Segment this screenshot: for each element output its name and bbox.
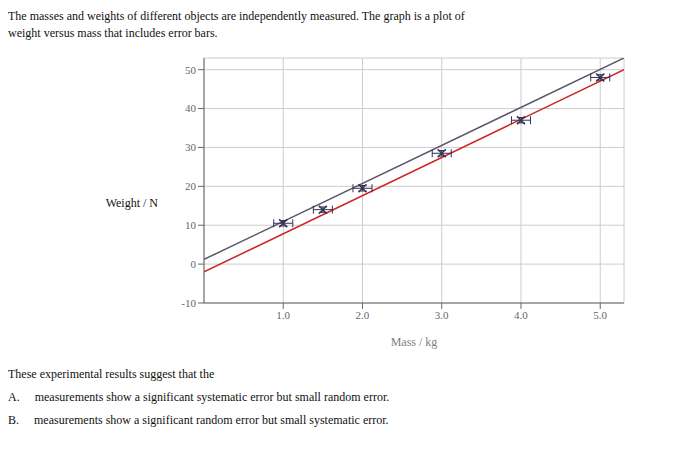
svg-text:2.0: 2.0 — [356, 309, 370, 321]
svg-text:Mass / kg: Mass / kg — [391, 335, 438, 349]
svg-text:0: 0 — [191, 258, 197, 270]
html-text:weight versus mass that includ: weight versus mass that includes error b… — [8, 26, 218, 40]
html-text:The masses and weights of diff: The masses and weights of different obje… — [8, 9, 465, 23]
html-text:A. measurements show a signifi: A. measurements show a significant syste… — [8, 390, 390, 404]
svg-text:50: 50 — [185, 64, 197, 76]
svg-text:4.0: 4.0 — [514, 309, 528, 321]
svg-text:-10: -10 — [181, 297, 196, 309]
html-text:Weight / N: Weight / N — [105, 195, 158, 210]
svg-text:3.0: 3.0 — [435, 309, 449, 321]
svg-text:20: 20 — [185, 180, 197, 192]
svg-text:30: 30 — [185, 141, 197, 153]
svg-text:5.0: 5.0 — [593, 309, 607, 321]
html-text:B. measurements show a signifi: B. measurements show a significant rando… — [8, 413, 389, 427]
svg-text:40: 40 — [185, 102, 197, 114]
html-text:These experimental results sug: These experimental results suggest that … — [8, 367, 215, 381]
svg-text:10: 10 — [185, 219, 197, 231]
svg-text:1.0: 1.0 — [276, 309, 290, 321]
